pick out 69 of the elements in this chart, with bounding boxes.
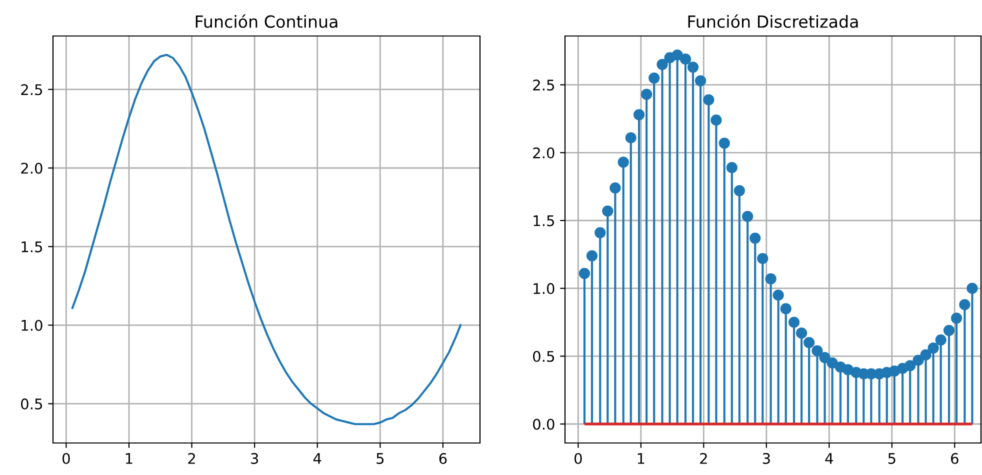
point <box>935 334 946 346</box>
point <box>610 182 621 194</box>
point <box>780 303 792 314</box>
point <box>578 268 590 279</box>
x-tick-label: 6 <box>951 452 958 464</box>
point <box>641 88 652 100</box>
point <box>959 299 970 310</box>
x-tick-label: 2 <box>188 452 195 464</box>
point <box>718 138 730 149</box>
y-tick-label: 2.5 <box>533 80 554 91</box>
y-tick-label: 1.0 <box>534 283 554 294</box>
point <box>804 337 815 348</box>
y-tick-label: 2.0 <box>21 162 42 174</box>
point <box>812 345 823 356</box>
point <box>757 252 768 264</box>
line-series <box>71 54 462 426</box>
point <box>710 114 722 126</box>
point <box>656 58 668 70</box>
point <box>912 354 924 366</box>
x-tick-label: 1 <box>126 453 132 464</box>
point <box>772 290 784 301</box>
y-tick-label: 1.0 <box>22 320 42 331</box>
point <box>826 357 838 369</box>
point <box>625 132 636 144</box>
point <box>920 349 932 360</box>
y-tick-label: 2.5 <box>21 84 42 96</box>
y-tick-label: 0.5 <box>533 350 554 362</box>
point <box>904 360 916 372</box>
y-tick-label: 1.5 <box>22 241 42 252</box>
x-tick-label: 0 <box>574 452 582 464</box>
point <box>796 328 808 339</box>
x-tick-label: 4 <box>825 453 833 464</box>
x-tick-label: 3 <box>251 452 258 464</box>
point <box>726 162 738 174</box>
x-tick-label: 0 <box>62 452 70 464</box>
y-tick-label: 0.5 <box>21 398 42 410</box>
y-tick-label: 1.5 <box>534 215 554 226</box>
x-tick-label: 2 <box>700 452 707 464</box>
point <box>819 352 830 364</box>
y-tick-label: 2.0 <box>533 147 554 158</box>
x-tick-label: 4 <box>313 453 322 464</box>
point <box>687 62 699 73</box>
point <box>703 94 714 106</box>
point <box>586 250 598 262</box>
chart-title: Función Discretizada <box>688 14 858 28</box>
x-tick-label: 6 <box>439 452 447 464</box>
y-tick-label: 0.0 <box>533 418 554 430</box>
point <box>602 205 614 217</box>
point <box>618 156 629 168</box>
point <box>928 342 939 354</box>
chart-title: Función Continua <box>196 14 338 28</box>
point <box>672 49 683 61</box>
point <box>680 54 692 65</box>
point <box>765 273 776 284</box>
point <box>742 210 754 222</box>
point <box>788 316 800 328</box>
x-tick-label: 5 <box>376 453 384 464</box>
x-tick-label: 3 <box>762 452 770 464</box>
point <box>966 282 978 294</box>
point <box>950 312 962 324</box>
point <box>594 227 606 238</box>
x-tick-label: 1 <box>638 453 644 464</box>
point <box>734 185 745 196</box>
point <box>648 72 660 84</box>
x-tick-label: 5 <box>888 453 896 464</box>
point <box>943 324 955 336</box>
point <box>694 75 706 86</box>
point <box>750 232 761 244</box>
point <box>633 109 645 120</box>
